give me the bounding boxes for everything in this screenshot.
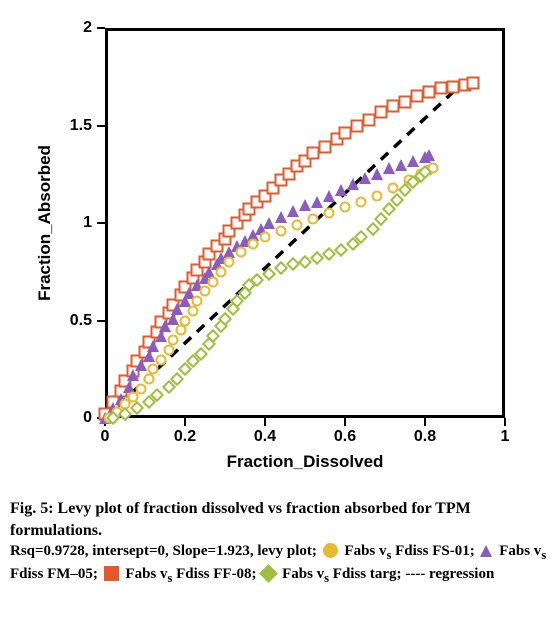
marker-FS-01 [224,257,235,268]
x-tick-label: 0 [101,428,110,446]
marker-FS-01 [236,247,247,258]
marker-FS-01 [148,364,159,375]
x-tick-label: 0.2 [174,428,196,446]
marker-FS-01 [188,305,199,316]
y-tick-label: 0 [57,409,92,427]
y-tick [97,125,105,127]
legend-tail: Fdiss FS-01; [391,543,478,559]
marker-FM-05 [371,168,383,180]
marker-FM-05 [287,205,299,217]
marker-FM-05 [263,217,275,229]
marker-FS-01 [292,219,303,230]
marker-FS-01 [388,182,399,193]
marker-FS-01 [168,335,179,346]
marker-FS-01 [180,315,191,326]
marker-FM-05 [383,162,395,174]
y-tick [97,222,105,224]
marker-FM-05 [275,211,287,223]
marker-FS-01 [248,239,259,250]
legend-label: Fabs v [278,566,324,582]
legend-label: Fabs v [122,566,168,582]
legend-label: Fabs v [341,543,387,559]
marker-FS-01 [192,296,203,307]
marker-FS-01 [208,276,219,287]
marker-FS-01 [276,225,287,236]
marker-FM-05 [423,149,435,161]
legend-tail: Fdiss targ; [329,566,405,582]
y-tick [97,320,105,322]
levy-plot-chart: 0 0.2 0.4 0.6 0.8 1 0 0.5 1 1.5 2 Fraction_Dissolve… [10,10,550,490]
marker-FS-01 [164,344,175,355]
caption-body: Rsq=0.9728, intersept=0, Slope=1.923, le… [10,541,550,587]
y-tick [97,27,105,29]
marker-FM-05 [311,196,323,208]
x-tick-label: 0.8 [414,428,436,446]
y-tick-label: 1.5 [57,117,92,135]
x-tick-label: 0.4 [254,428,276,446]
legend-tail: Fdiss FF-08; [172,566,260,582]
y-tick-label: 1 [57,214,92,232]
x-tick-label: 0.6 [334,428,356,446]
marker-FS-01 [340,202,351,213]
marker-FS-01 [200,286,211,297]
caption-preamble: Rsq=0.9728, intersept=0, Slope=1.923, le… [10,543,321,559]
legend-tail: Fdiss FM–05; [10,566,102,582]
legend-label: Fabs v [495,543,541,559]
legend-swatch [480,545,492,557]
figure-caption: Fig. 5: Levy plot of fraction dissolved … [10,498,550,587]
marker-FF-08 [467,76,480,89]
marker-FM-05 [347,178,359,190]
caption-title: Fig. 5: Levy plot of fraction dissolved … [10,498,550,541]
marker-FM-05 [335,184,347,196]
marker-FS-01 [260,231,271,242]
marker-FS-01 [324,208,335,219]
y-tick-label: 2 [57,19,92,37]
marker-FS-01 [136,383,147,394]
marker-FS-01 [176,325,187,336]
y-axis-title: Fraction_Absorbed [35,145,55,301]
marker-FS-01 [216,266,227,277]
x-tick [344,418,346,426]
x-tick [504,418,506,426]
marker-FS-01 [156,354,167,365]
legend-subscript: s [541,548,546,562]
x-tick-label: 1 [501,428,510,446]
x-tick [264,418,266,426]
marker-FS-01 [372,190,383,201]
x-tick [184,418,186,426]
x-tick [424,418,426,426]
legend-swatch [323,543,338,558]
marker-FS-01 [356,196,367,207]
figure: 0 0.2 0.4 0.6 0.8 1 0 0.5 1 1.5 2 Fraction_Dissolve… [10,10,550,587]
legend-regression: ---- regression [405,566,494,582]
marker-FM-05 [407,155,419,167]
marker-FS-01 [308,214,319,225]
x-axis-title: Fraction_Dissolved [105,452,505,472]
marker-FS-01 [144,374,155,385]
marker-FM-05 [359,172,371,184]
marker-FM-05 [395,159,407,171]
marker-FM-05 [299,199,311,211]
legend-swatch [260,564,278,582]
marker-FM-05 [323,190,335,202]
y-tick-label: 0.5 [57,312,92,330]
legend-swatch [104,566,119,581]
